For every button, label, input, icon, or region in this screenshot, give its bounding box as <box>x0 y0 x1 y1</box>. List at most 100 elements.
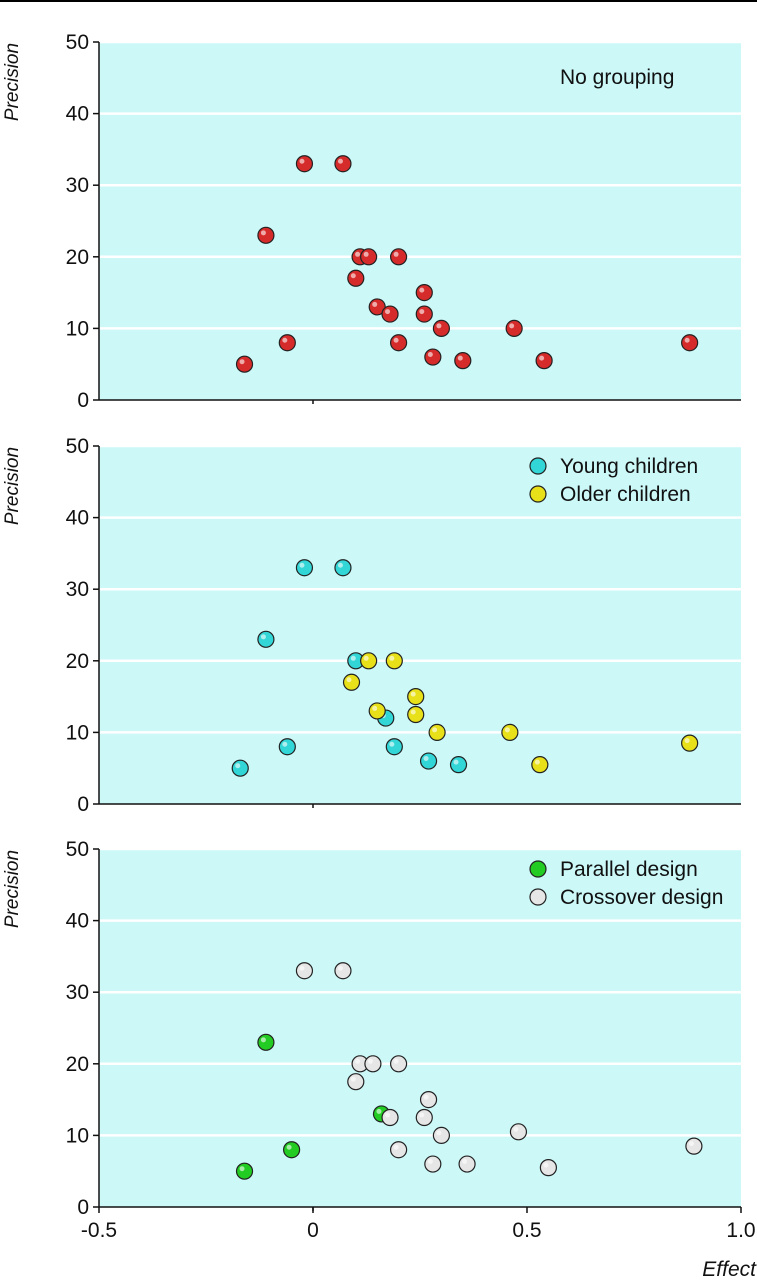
plot-area-background <box>99 446 741 804</box>
data-point-highlight <box>436 1130 442 1136</box>
data-point-highlight <box>543 1162 549 1168</box>
panel-3: 0 10 20 30 40 50 Precision Parallel design Cross… <box>2 838 757 1280</box>
y-tick-label: 40 <box>66 103 89 126</box>
data-point-highlight <box>462 1159 468 1165</box>
data-point <box>681 334 699 352</box>
data-point-highlight <box>539 355 545 361</box>
data-point-highlight <box>239 1166 245 1172</box>
y-tick-label: 50 <box>66 838 89 861</box>
data-point <box>257 630 275 648</box>
data-point-highlight <box>355 251 361 257</box>
data-point-highlight <box>453 759 459 765</box>
data-point-highlight <box>239 359 245 365</box>
data-point <box>432 1126 450 1145</box>
data-point-highlight <box>684 337 690 343</box>
y-tick-label: 30 <box>66 174 89 197</box>
data-point-highlight <box>363 655 369 661</box>
data-point <box>685 1137 703 1155</box>
data-point <box>419 752 438 770</box>
data-point <box>278 334 296 352</box>
y-tick-label: 40 <box>66 910 89 933</box>
data-point <box>424 1155 442 1173</box>
data-point <box>407 687 425 706</box>
data-point-highlight <box>282 337 288 343</box>
legend-item: Older children <box>529 483 691 506</box>
legend-marker <box>529 860 547 878</box>
y-tick-label: 20 <box>66 246 89 269</box>
data-point <box>432 319 450 337</box>
data-point-highlight <box>389 655 395 661</box>
y-tick-label: 30 <box>66 578 89 601</box>
y-tick-label: 40 <box>66 507 89 530</box>
y-tick-label: 0 <box>77 793 89 816</box>
data-point-highlight <box>389 741 395 747</box>
data-point <box>535 352 553 370</box>
x-tick-label: -0.5 <box>81 1219 117 1242</box>
data-point <box>364 1055 382 1073</box>
data-point <box>360 248 378 266</box>
data-point-highlight <box>385 309 391 315</box>
data-point <box>407 705 425 724</box>
data-point <box>295 559 314 577</box>
legend-item: Young children <box>529 455 698 478</box>
x-tick-label: 1.0 <box>726 1219 755 1242</box>
data-point <box>257 1033 275 1051</box>
data-point-highlight <box>363 251 369 257</box>
y-tick-label: 10 <box>66 721 89 744</box>
data-point-highlight <box>350 655 356 661</box>
data-point <box>390 248 408 266</box>
data-point-highlight <box>260 230 266 236</box>
data-point-highlight <box>235 763 241 769</box>
y-tick-label: 10 <box>66 317 89 340</box>
data-point-highlight <box>282 741 288 747</box>
data-point-highlight <box>423 1094 429 1100</box>
plot-area-background <box>99 849 741 1207</box>
data-point-highlight <box>376 1108 382 1114</box>
data-point-highlight <box>286 1144 292 1150</box>
data-point-highlight <box>372 301 378 307</box>
data-point <box>278 738 296 756</box>
data-point <box>390 1055 408 1073</box>
y-tick-label: 10 <box>66 1124 89 1147</box>
data-point <box>415 284 433 302</box>
data-point-highlight <box>299 562 305 568</box>
data-point <box>231 759 249 777</box>
data-point-highlight <box>509 323 515 329</box>
data-point <box>347 269 365 287</box>
data-point-highlight <box>299 965 305 971</box>
data-point <box>295 155 314 173</box>
data-point-highlight <box>367 1058 373 1064</box>
data-point <box>505 319 523 337</box>
data-point-highlight <box>427 1159 433 1165</box>
data-point <box>390 334 408 352</box>
data-point-highlight <box>355 1058 361 1064</box>
plot-area-background <box>99 42 741 400</box>
data-point <box>390 1141 408 1159</box>
data-point <box>531 756 549 774</box>
data-point-highlight <box>350 1076 356 1082</box>
data-point-highlight <box>419 1112 425 1118</box>
data-point-highlight <box>393 251 399 257</box>
data-point-highlight <box>260 634 266 640</box>
data-point-highlight <box>513 1126 519 1132</box>
data-point-highlight <box>372 705 378 711</box>
data-point <box>385 652 403 670</box>
data-point <box>342 673 361 691</box>
legend-label: Crossover design <box>560 886 723 909</box>
y-tick-label: 20 <box>66 650 89 673</box>
data-point <box>381 305 399 323</box>
y-axis-label: Precision <box>2 447 23 525</box>
data-point <box>428 723 446 742</box>
data-point-highlight <box>423 756 429 762</box>
data-point-highlight <box>688 1141 694 1147</box>
data-point-highlight <box>337 562 343 568</box>
legend-item: Parallel design <box>529 858 698 881</box>
data-point-highlight <box>419 287 425 293</box>
y-axis-label: Precision <box>2 850 23 928</box>
data-point <box>509 1123 528 1141</box>
data-point <box>334 559 352 577</box>
data-point <box>334 962 352 980</box>
data-point <box>295 962 314 980</box>
legend-marker <box>529 888 547 906</box>
